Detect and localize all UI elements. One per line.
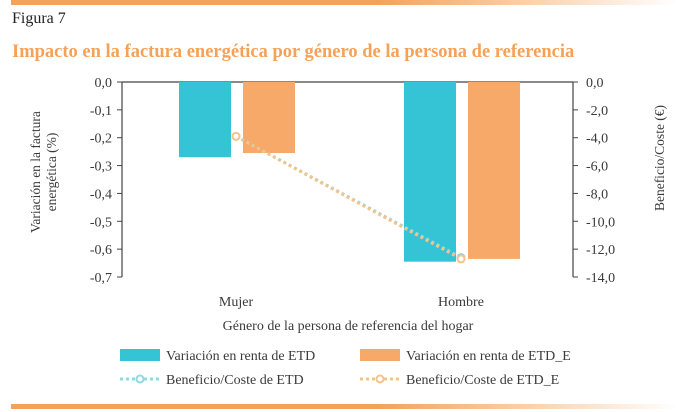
y-tick-label: 0,0 <box>95 76 113 91</box>
legend-marker-3 <box>135 374 145 384</box>
line-point-2 <box>231 131 241 141</box>
legend-marker-4 <box>375 374 385 384</box>
y-tick-label: -0,7 <box>90 271 112 286</box>
figure-label: Figura 7 <box>12 10 66 27</box>
y2-tick-label: -12,0 <box>586 243 615 258</box>
bottom-rule <box>11 404 678 409</box>
y-tick-label: -0,3 <box>90 160 112 175</box>
y2-tick-label: -14,0 <box>586 271 615 286</box>
legend-swatch-2 <box>360 349 400 361</box>
x-axis-title: Género de la persona de referencia del h… <box>223 319 474 334</box>
legend-label-4: Beneficio/Coste de ETD_E <box>406 373 559 388</box>
y2-tick-label: 0,0 <box>586 76 604 91</box>
top-rule <box>11 0 678 5</box>
legend-label-3: Beneficio/Coste de ETD <box>166 373 304 388</box>
line-series-2 <box>235 135 462 261</box>
x-category-label: Mujer <box>219 295 254 310</box>
line-point-2 <box>456 254 466 264</box>
bar-1 <box>179 82 231 158</box>
legend-swatch-1 <box>120 349 160 361</box>
y2-tick-label: -4,0 <box>586 132 608 147</box>
legend-label-2: Variación en renta de ETD_E <box>406 349 571 364</box>
y2-axis-title: Beneficio/Coste (€) <box>652 105 667 211</box>
y2-tick-label: -10,0 <box>586 215 615 230</box>
y2-tick-label: -8,0 <box>586 187 608 202</box>
y-tick-label: -0,6 <box>90 243 112 258</box>
y-tick-label: -0,1 <box>90 104 112 119</box>
bar-2 <box>243 82 295 154</box>
chart-title: Impacto en la factura energética por gén… <box>12 42 575 62</box>
bar-1 <box>404 82 456 262</box>
legend-label-1: Variación en renta de ETD <box>166 349 315 364</box>
y-axis-title-line2: energética (%) <box>44 133 59 212</box>
y2-tick-label: -6,0 <box>586 160 608 175</box>
y-tick-label: -0,5 <box>90 215 112 230</box>
y-tick-label: -0,4 <box>90 187 112 202</box>
y2-tick-label: -2,0 <box>586 104 608 119</box>
bar-2 <box>468 82 520 259</box>
y-axis-title: Variación en la factura <box>28 111 43 233</box>
x-category-label: Hombre <box>438 295 484 310</box>
y-tick-label: -0,2 <box>90 132 112 147</box>
